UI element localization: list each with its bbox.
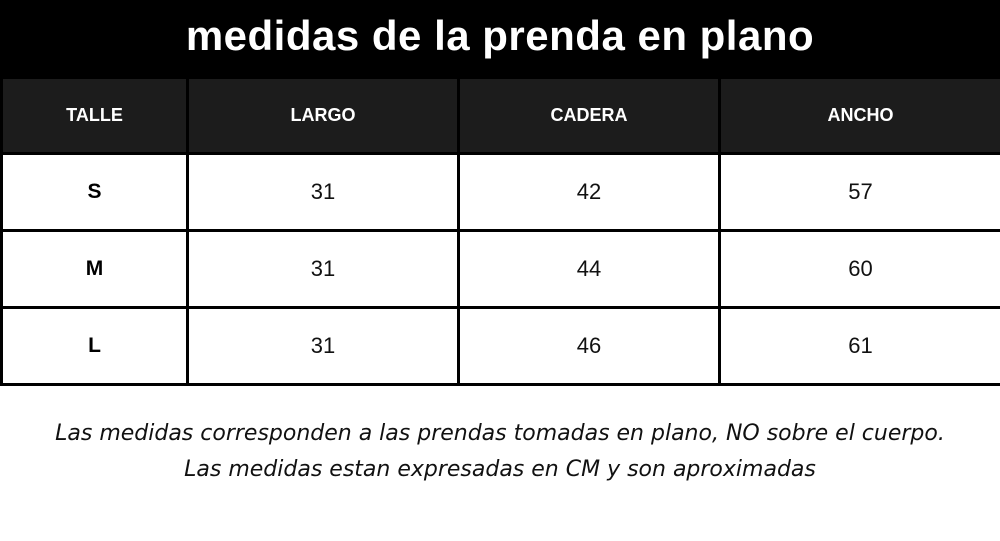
table-row: S 31 42 57: [0, 152, 1000, 232]
largo-cell: 31: [186, 152, 460, 232]
column-header-ancho: ANCHO: [718, 76, 1000, 155]
table-header-row: TALLE LARGO CADERA ANCHO: [0, 76, 1000, 155]
size-cell: L: [0, 306, 189, 386]
size-table: TALLE LARGO CADERA ANCHO S 31 42 57 M 31…: [0, 76, 1000, 386]
ancho-cell: 60: [718, 229, 1000, 309]
column-header-largo: LARGO: [186, 76, 460, 155]
ancho-cell: 57: [718, 152, 1000, 232]
largo-cell: 31: [186, 306, 460, 386]
column-header-cadera: CADERA: [457, 76, 721, 155]
footnote-line-1: Las medidas corresponden a las prendas t…: [55, 421, 945, 446]
page-title: medidas de la prenda en plano: [185, 12, 815, 59]
largo-cell: 31: [186, 229, 460, 309]
title-bar: medidas de la prenda en plano: [0, 0, 1000, 76]
table-row: L 31 46 61: [0, 306, 1000, 386]
footnote: Las medidas corresponden a las prendas t…: [0, 416, 1000, 488]
cadera-cell: 42: [457, 152, 721, 232]
column-header-talle: TALLE: [0, 76, 189, 155]
ancho-cell: 61: [718, 306, 1000, 386]
size-cell: S: [0, 152, 189, 232]
cadera-cell: 44: [457, 229, 721, 309]
footnote-line-2: Las medidas estan expresadas en CM y son…: [184, 457, 816, 482]
table-row: M 31 44 60: [0, 229, 1000, 309]
cadera-cell: 46: [457, 306, 721, 386]
size-cell: M: [0, 229, 189, 309]
